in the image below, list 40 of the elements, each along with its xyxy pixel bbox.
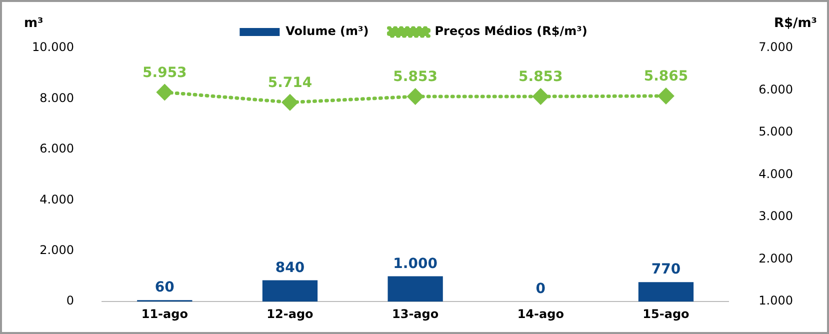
y2-axis-title: R$/m³ [774, 16, 817, 31]
data-label: 5.865 [644, 68, 688, 85]
x-tick-label: 14-ago [517, 306, 564, 321]
x-tick-label: 15-ago [642, 306, 690, 321]
y2-tick-label: 2.000 [758, 251, 794, 266]
data-label: 770 [651, 262, 681, 278]
y-tick-label: 6.000 [40, 142, 74, 156]
data-label: 60 [154, 280, 175, 296]
x-tick-label: 11-ago [141, 306, 188, 321]
y2-tick-label: 5.000 [758, 124, 794, 139]
y-tick-label: 10.000 [32, 40, 74, 54]
legend-label: Volume (m³) [286, 24, 369, 38]
data-label: 840 [275, 260, 305, 276]
y-tick-label: 0 [66, 294, 74, 308]
data-label: 5.953 [142, 64, 187, 81]
y2-tick-label: 1.000 [758, 294, 794, 308]
data-label: 1.000 [393, 256, 438, 272]
point [156, 84, 172, 100]
y2-tick-label: 6.000 [758, 82, 794, 96]
data-label: 5.853 [393, 69, 438, 86]
bar [638, 282, 694, 302]
data-label: 0 [536, 281, 546, 298]
y-tick-label: 2.000 [40, 243, 74, 258]
x-tick-label: 13-ago [392, 306, 439, 321]
point [408, 88, 424, 104]
point [532, 88, 548, 104]
y2-tick-label: 3.000 [758, 209, 794, 224]
y2-tick-label: 7.000 [758, 40, 794, 54]
legend-label: Preços Médios (R$/m³) [434, 24, 588, 38]
point [658, 88, 674, 104]
bar [388, 276, 443, 302]
bar [262, 280, 318, 302]
point [282, 94, 298, 110]
x-tick-label: 12-ago [266, 306, 314, 321]
y2-tick-label: 4.000 [758, 166, 794, 181]
data-label: 5.714 [268, 74, 312, 91]
data-label: 5.853 [518, 69, 563, 86]
y-tick-label: 8.000 [40, 90, 74, 105]
y-axis-title: m³ [24, 16, 44, 31]
y-tick-label: 4.000 [40, 192, 74, 206]
